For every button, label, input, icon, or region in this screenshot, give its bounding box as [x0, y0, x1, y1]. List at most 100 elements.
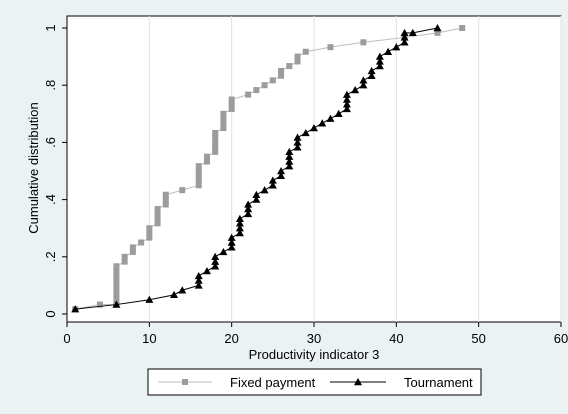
data-point: [235, 224, 244, 232]
x-tick-label: 60: [554, 331, 568, 346]
data-point: [269, 77, 276, 84]
data-point: [220, 120, 227, 127]
data-point: [285, 162, 294, 170]
data-point: [302, 48, 309, 55]
data-point: [220, 110, 227, 117]
data-point: [113, 277, 120, 284]
data-point: [211, 257, 220, 265]
data-point: [235, 229, 244, 237]
data-point: [342, 100, 351, 108]
data-point: [384, 47, 393, 55]
data-point: [434, 29, 441, 36]
data-point: [342, 95, 351, 103]
legend-marker: [182, 379, 188, 385]
data-point: [96, 301, 103, 308]
data-point: [277, 171, 286, 180]
data-point: [212, 134, 219, 141]
data-point: [113, 263, 120, 270]
data-point: [195, 163, 202, 170]
legend: Fixed payment Tournament: [147, 368, 482, 396]
data-point: [261, 82, 268, 89]
data-point: [433, 24, 442, 32]
data-point: [154, 210, 161, 217]
data-point: [113, 287, 120, 294]
data-point: [194, 281, 203, 289]
data-point: [400, 38, 409, 46]
data-point: [138, 239, 145, 246]
data-point: [145, 295, 154, 303]
y-tick-label: .6: [43, 137, 58, 148]
data-point: [121, 258, 128, 265]
data-point: [351, 86, 360, 94]
data-point: [235, 214, 244, 222]
data-point: [146, 230, 153, 237]
data-point: [244, 205, 253, 213]
data-point: [228, 105, 235, 112]
data-point: [268, 176, 277, 184]
x-tick-label: 30: [307, 331, 321, 346]
data-series: [71, 24, 466, 313]
data-point: [400, 28, 409, 37]
data-point: [327, 44, 334, 51]
x-tick-label: 40: [389, 331, 403, 346]
x-tick-label: 20: [224, 331, 238, 346]
grid-lines: [148, 16, 562, 322]
data-point: [277, 167, 286, 175]
data-point: [301, 128, 310, 137]
data-point: [113, 282, 120, 289]
data-point: [286, 63, 293, 70]
data-point: [367, 66, 376, 75]
data-point: [212, 129, 219, 136]
data-point: [253, 87, 260, 94]
data-point: [129, 248, 136, 255]
data-point: [227, 233, 236, 241]
data-point: [359, 81, 368, 89]
data-point: [228, 101, 235, 108]
legend-entry: Fixed payment: [158, 375, 316, 390]
data-point: [245, 91, 252, 98]
data-point: [179, 187, 186, 194]
x-tick-label: 0: [63, 331, 70, 346]
data-point: [367, 71, 376, 79]
data-point: [235, 219, 244, 227]
data-point: [154, 206, 161, 213]
data-point: [227, 243, 236, 251]
data-point: [285, 152, 294, 160]
data-point: [211, 262, 220, 270]
data-point: [334, 109, 343, 117]
legend-label: Tournament: [404, 375, 473, 390]
series-tournament: [71, 24, 442, 313]
data-point: [260, 186, 269, 194]
data-point: [71, 305, 80, 313]
data-point: [195, 168, 202, 174]
data-point: [400, 33, 409, 41]
data-point: [227, 238, 236, 246]
data-point: [113, 291, 120, 298]
data-point: [285, 157, 294, 165]
data-point: [220, 125, 227, 132]
data-point: [194, 271, 203, 280]
legend-entries: Fixed payment Tournament: [158, 375, 473, 390]
data-point: [342, 104, 351, 113]
data-point: [162, 201, 169, 208]
data-point: [375, 57, 384, 65]
y-tick-label: .4: [43, 194, 58, 205]
y-axis-title: Cumulative distribution: [26, 102, 41, 234]
y-tick-label: 1: [43, 24, 58, 31]
x-tick-label: 10: [142, 331, 156, 346]
axes: 0 10 20 30 40 50 60 0 .2 .4 .6 .8 1: [43, 24, 568, 346]
data-point: [408, 28, 417, 37]
data-point: [268, 181, 277, 189]
data-point: [375, 62, 384, 70]
series-fixed-payment: [72, 25, 466, 313]
data-point: [278, 67, 285, 74]
data-point: [252, 190, 261, 198]
data-point: [146, 234, 153, 241]
data-point: [170, 290, 179, 299]
data-point: [113, 272, 120, 279]
data-point: [219, 247, 228, 256]
y-tick-label: .2: [43, 251, 58, 262]
data-point: [154, 215, 161, 222]
data-point: [278, 72, 285, 79]
